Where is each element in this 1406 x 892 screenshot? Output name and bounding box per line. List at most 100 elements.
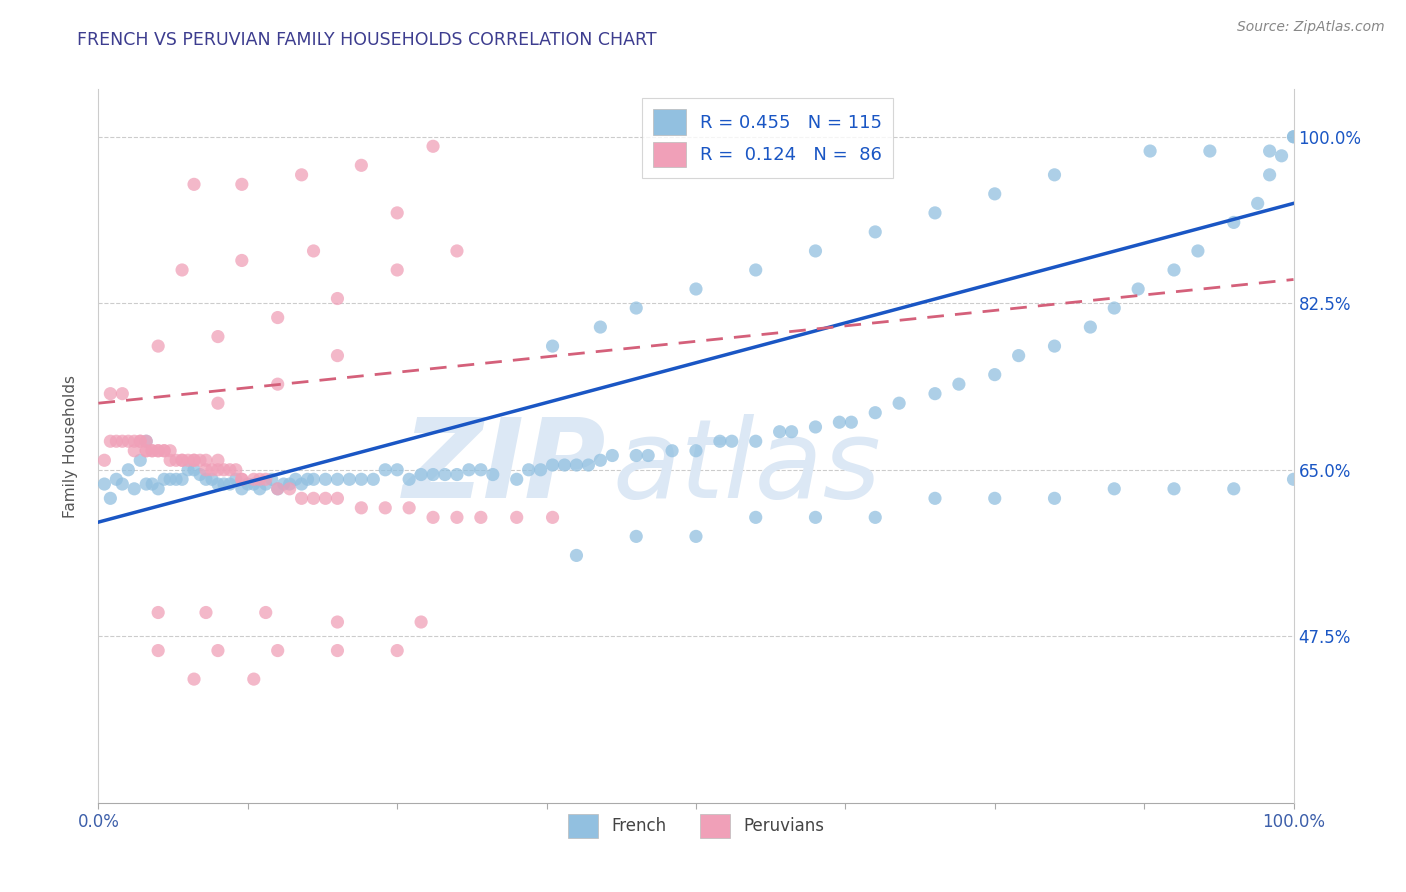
- Point: [159, 472, 181, 486]
- Point: [188, 453, 211, 467]
- Point: [212, 463, 235, 477]
- Text: Source: ZipAtlas.com: Source: ZipAtlas.com: [1237, 20, 1385, 34]
- Point: [207, 463, 229, 477]
- Point: [201, 472, 224, 486]
- Point: [111, 434, 134, 449]
- Point: [111, 477, 134, 491]
- Point: [254, 606, 277, 620]
- Point: [326, 643, 349, 657]
- Point: [1271, 149, 1294, 163]
- Point: [249, 482, 271, 496]
- Point: [148, 482, 170, 496]
- Point: [212, 477, 235, 491]
- Point: [685, 443, 707, 458]
- Point: [148, 339, 170, 353]
- Point: [709, 434, 731, 449]
- Point: [745, 434, 768, 449]
- Point: [637, 449, 659, 463]
- Point: [626, 449, 648, 463]
- Point: [172, 263, 194, 277]
- Point: [363, 472, 385, 486]
- Point: [129, 434, 152, 449]
- Point: [1128, 282, 1150, 296]
- Point: [148, 643, 170, 657]
- Point: [374, 500, 396, 515]
- Point: [117, 463, 139, 477]
- Point: [135, 434, 157, 449]
- Point: [374, 463, 396, 477]
- Point: [1199, 144, 1222, 158]
- Point: [254, 477, 277, 491]
- Point: [302, 491, 325, 506]
- Point: [828, 415, 851, 429]
- Point: [278, 477, 301, 491]
- Point: [626, 301, 648, 315]
- Point: [267, 482, 290, 496]
- Point: [1104, 482, 1126, 496]
- Point: [93, 453, 115, 467]
- Point: [589, 320, 612, 334]
- Point: [98, 491, 122, 506]
- Point: [326, 472, 349, 486]
- Point: [326, 292, 349, 306]
- Point: [105, 472, 128, 486]
- Point: [326, 615, 349, 629]
- Point: [326, 349, 349, 363]
- Text: FRENCH VS PERUVIAN FAMILY HOUSEHOLDS CORRELATION CHART: FRENCH VS PERUVIAN FAMILY HOUSEHOLDS COR…: [77, 31, 657, 49]
- Point: [602, 449, 624, 463]
- Point: [422, 467, 444, 482]
- Point: [924, 206, 946, 220]
- Point: [159, 443, 181, 458]
- Point: [984, 186, 1007, 201]
- Point: [177, 453, 200, 467]
- Point: [446, 510, 468, 524]
- Point: [219, 477, 242, 491]
- Point: [148, 606, 170, 620]
- Point: [291, 168, 314, 182]
- Point: [470, 463, 492, 477]
- Point: [578, 458, 600, 472]
- Point: [948, 377, 970, 392]
- Point: [398, 472, 420, 486]
- Point: [541, 339, 564, 353]
- Point: [565, 458, 588, 472]
- Point: [291, 477, 314, 491]
- Point: [315, 472, 337, 486]
- Point: [267, 482, 290, 496]
- Point: [541, 510, 564, 524]
- Point: [1008, 349, 1031, 363]
- Point: [124, 434, 146, 449]
- Legend: French, Peruvians: French, Peruvians: [561, 807, 831, 845]
- Point: [267, 377, 290, 392]
- Point: [183, 453, 205, 467]
- Point: [385, 463, 409, 477]
- Point: [267, 643, 290, 657]
- Point: [141, 443, 163, 458]
- Point: [124, 482, 146, 496]
- Point: [434, 467, 457, 482]
- Point: [685, 282, 707, 296]
- Point: [1187, 244, 1209, 258]
- Point: [159, 453, 181, 467]
- Point: [422, 510, 444, 524]
- Point: [1258, 168, 1281, 182]
- Point: [302, 472, 325, 486]
- Point: [243, 672, 266, 686]
- Point: [105, 434, 128, 449]
- Point: [565, 549, 588, 563]
- Point: [195, 463, 218, 477]
- Point: [865, 510, 887, 524]
- Point: [278, 482, 301, 496]
- Point: [117, 434, 139, 449]
- Point: [1223, 215, 1246, 229]
- Point: [93, 477, 115, 491]
- Point: [172, 472, 194, 486]
- Point: [135, 434, 157, 449]
- Point: [183, 463, 205, 477]
- Point: [195, 606, 218, 620]
- Point: [254, 472, 277, 486]
- Point: [291, 491, 314, 506]
- Point: [411, 467, 433, 482]
- Point: [153, 472, 176, 486]
- Point: [260, 472, 283, 486]
